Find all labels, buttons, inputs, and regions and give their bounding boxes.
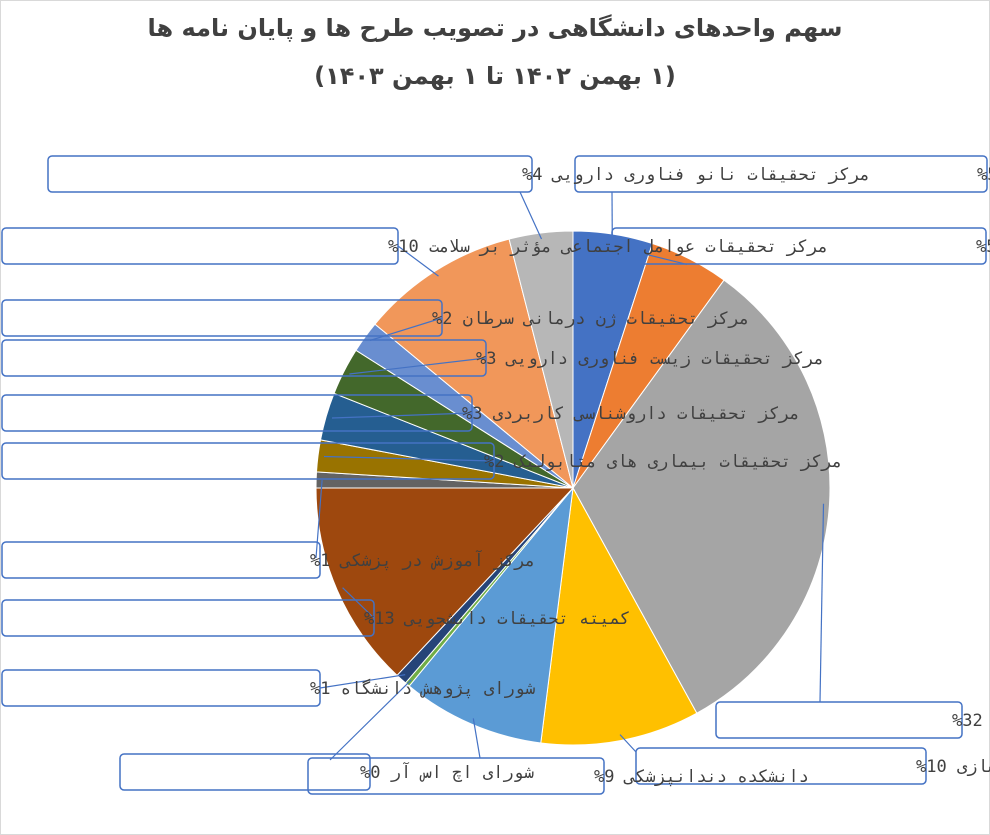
pie-slice (508, 230, 574, 489)
chart-subtitle: (۱ بهمن ۱۴۰۲ تا ۱ بهمن ۱۴۰۳) (314, 62, 676, 90)
data-label-box (1, 394, 473, 432)
data-label-box (1, 669, 321, 707)
pie-slice (408, 486, 574, 744)
data-label-box (1, 442, 495, 480)
leader-line (611, 245, 688, 265)
leader-line (619, 734, 637, 753)
data-label: شورای اچ اس آر 0% (360, 761, 534, 783)
data-label-box (1, 299, 443, 337)
leader-line (819, 503, 825, 703)
data-label: مرکز تحقیقات زیست فناوری دارویی 3% (476, 349, 824, 369)
data-label: مرکز تحقیقات ژن درمانی سرطان 2% (432, 309, 749, 329)
data-label-box (715, 701, 963, 739)
leader-line (472, 718, 481, 759)
data-label: مرکز تحقیقات بیماری های متابولیک 2% (484, 452, 842, 472)
leader-line (329, 679, 412, 761)
chart-title: سهم واحدهای دانشگاهی در تصویب طرح ها و پ… (147, 14, 843, 42)
data-label-box (611, 227, 987, 265)
data-label-box (1, 339, 487, 377)
pie-slice (572, 279, 831, 714)
leader-line (349, 357, 487, 375)
data-label-box (1, 541, 321, 579)
data-label: مرکز تحقیقات داروشناسی کاربردی 3% (462, 404, 800, 424)
leader-line (331, 412, 473, 419)
pie-slice (315, 487, 575, 677)
data-label: دانشکده بهداشت و پیراپزشکی 5% (977, 165, 990, 185)
data-label: کمیته تحقیقات دانشجویی 13% (364, 609, 630, 629)
data-label: مرکز تحقیقات عوامل اجتماعی مؤثر بر سلامت… (388, 237, 828, 257)
data-label-box (47, 155, 533, 193)
pie-slice (374, 238, 574, 490)
data-label: مرکز آموزش در پزشکی 1% (310, 549, 535, 571)
leader-line (323, 455, 495, 462)
data-label-box (574, 155, 988, 193)
leader-line (315, 480, 323, 559)
data-label: شورای پژوهش دانشگاه 1% (310, 678, 535, 699)
data-label: دانشکده پزشکی 32% (952, 711, 990, 731)
data-label: مرکز تحقیقات نانو فناوری دارویی 4% (522, 165, 870, 185)
data-label: دانشکده دندانپزشکی 9% (594, 767, 809, 787)
data-label-box (119, 753, 371, 791)
data-label: دانشکده داروسازی 10% (916, 757, 990, 777)
data-label-box (1, 227, 399, 265)
pie-slice (540, 486, 698, 746)
leader-line (319, 674, 406, 689)
leader-line (342, 587, 375, 619)
data-label-box (307, 757, 605, 795)
data-label-box (1, 599, 375, 637)
data-label: دانشکده پرستاری و مامایی 5% (976, 237, 990, 257)
leader-line (397, 245, 439, 277)
leader-line (519, 191, 543, 240)
data-label-box (635, 747, 927, 785)
